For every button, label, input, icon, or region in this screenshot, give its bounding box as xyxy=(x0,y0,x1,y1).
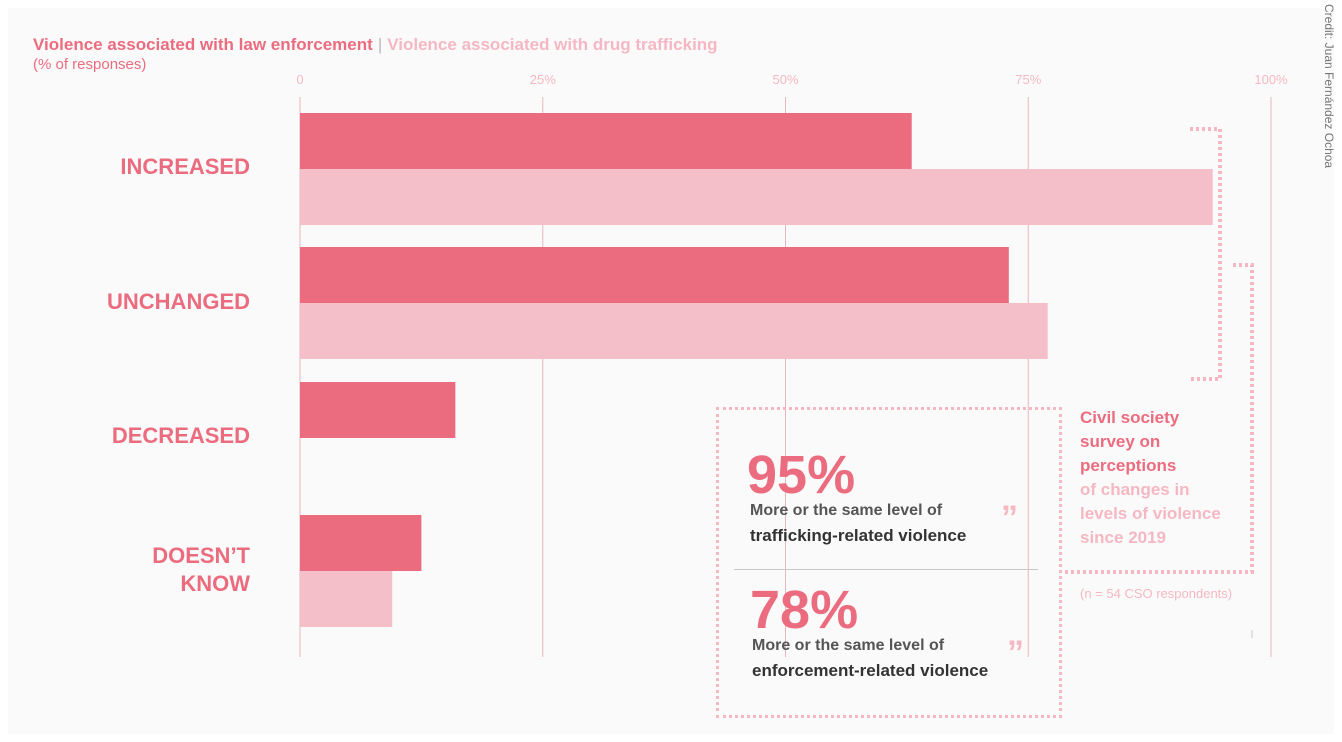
callout-1-line1: More or the same level of xyxy=(750,502,943,519)
bar-law-enforcement xyxy=(300,247,1009,303)
bar-law-enforcement xyxy=(300,113,912,169)
x-tick-label: 100% xyxy=(1254,72,1288,87)
survey-line: since 2019 xyxy=(1080,528,1167,547)
survey-line: survey on xyxy=(1080,432,1161,451)
callout-box xyxy=(716,407,1062,718)
callout-2-value: 78% xyxy=(750,580,859,640)
sample-size-note: (n = 54 CSO respondents) xyxy=(1080,586,1233,601)
survey-line: Civil society xyxy=(1080,408,1180,427)
bar-drug-trafficking xyxy=(300,571,393,627)
quote-icon: ” xyxy=(1001,499,1018,537)
callout-divider xyxy=(734,569,1038,570)
survey-line: levels of violence xyxy=(1080,504,1221,523)
callout-1-line2: trafficking-related violence xyxy=(750,526,967,545)
subtitle: (% of responses) xyxy=(33,56,147,73)
bar-drug-trafficking xyxy=(300,303,1048,359)
bracket-unchanged xyxy=(1062,263,1254,574)
callout-1-value: 95% xyxy=(747,445,856,505)
callout-2-line1: More or the same level of xyxy=(752,637,945,654)
category-label-increased: INCREASED xyxy=(120,154,250,179)
survey-line: of changes in xyxy=(1080,480,1190,499)
quote-icon: ” xyxy=(1007,634,1024,672)
image-credit: Credit: Juan Fernández Ochoa xyxy=(1322,4,1336,169)
x-tick-label: 75% xyxy=(1015,72,1041,87)
survey-line: perceptions xyxy=(1080,456,1177,475)
bracket-increased xyxy=(1190,127,1222,381)
legend-drug-trafficking: Violence associated with drug traffickin… xyxy=(387,35,718,54)
bar-drug-trafficking xyxy=(300,169,1213,225)
x-tick-label: 0 xyxy=(296,72,303,87)
x-tick-label: 25% xyxy=(530,72,556,87)
category-label-doesnt-know: DOESN’T KNOW xyxy=(152,543,250,596)
legend-separator: | xyxy=(377,35,383,54)
callout-2-line2: enforcement-related violence xyxy=(752,661,989,680)
survey-description: Civil society survey on perceptions of c… xyxy=(1080,406,1221,550)
legend: Violence associated with law enforcement… xyxy=(33,35,718,55)
legend-law-enforcement: Violence associated with law enforcement xyxy=(33,35,373,54)
x-tick-label: 50% xyxy=(772,72,798,87)
category-label-decreased: DECREASED xyxy=(111,423,250,448)
bar-law-enforcement xyxy=(300,382,456,438)
category-label-unchanged: UNCHANGED xyxy=(107,289,250,314)
bar-law-enforcement xyxy=(300,515,422,571)
